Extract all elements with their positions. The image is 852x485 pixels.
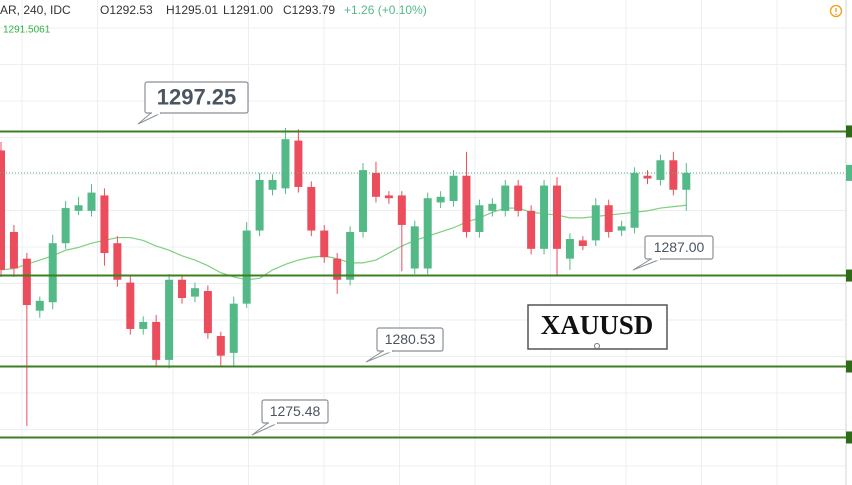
change-label: +1.26 (+0.10%)	[344, 3, 427, 17]
ma-value: 1291.5061	[3, 25, 51, 36]
level-callout	[261, 399, 329, 424]
level-callout-tail	[137, 112, 162, 125]
ohlc-high: H1295.01	[166, 3, 218, 17]
candle-body	[61, 208, 70, 244]
candle-body	[359, 170, 368, 232]
title-box: XAUUSD	[527, 304, 668, 350]
candle-body	[0, 150, 5, 270]
candle-body	[74, 205, 83, 211]
candle-body	[35, 300, 44, 311]
candle-body	[371, 172, 380, 197]
candle-body	[178, 279, 187, 299]
candle-body	[565, 238, 574, 259]
candle-body	[501, 185, 510, 211]
candle-body	[126, 282, 135, 329]
candle-body	[552, 185, 561, 249]
candle-body	[643, 175, 652, 179]
candle-body	[462, 175, 471, 232]
candle-body	[397, 195, 406, 225]
candle-body	[630, 172, 639, 228]
candle-body	[100, 195, 109, 254]
candle-body	[9, 231, 18, 269]
level-callout-join	[652, 257, 660, 261]
candle-body	[242, 230, 251, 304]
candle-body	[229, 303, 238, 353]
level-label: 1275.48	[270, 403, 321, 419]
level-label: 1280.53	[385, 331, 436, 347]
level-axis-tag	[846, 360, 852, 373]
ohlc-low: L1291.00	[223, 3, 273, 17]
candle-body	[578, 240, 587, 247]
candle-body	[384, 195, 393, 199]
candle-body	[307, 186, 316, 231]
candle-body	[320, 230, 329, 258]
legend-header: AR, 240, IDC O1292.53 H1295.01 L1291.00 …	[0, 3, 843, 36]
candle-body	[165, 279, 174, 360]
candle-body	[436, 196, 445, 203]
warning-icon-dot	[835, 13, 837, 16]
title-anchor	[594, 343, 600, 349]
level-callout-tail	[365, 350, 394, 363]
level-callout-join	[384, 349, 392, 353]
candle-body	[604, 205, 613, 232]
candle-body	[423, 198, 432, 269]
level-callout-tail	[632, 258, 662, 271]
candle-body	[48, 243, 57, 303]
candle-body	[190, 288, 199, 297]
candle-body	[475, 205, 484, 232]
last-price-tag	[846, 164, 852, 181]
candle-body	[22, 258, 31, 306]
level-label: 1297.25	[157, 84, 237, 109]
title-frame	[527, 304, 668, 350]
warning-icon[interactable]	[829, 4, 843, 18]
candle-body	[281, 139, 290, 189]
candle-body	[682, 172, 691, 190]
candle-body	[449, 175, 458, 202]
candle-body	[113, 243, 122, 280]
candle-body	[527, 210, 536, 249]
candle-body	[617, 226, 626, 231]
candle-body	[203, 291, 212, 334]
candle-body	[255, 179, 264, 231]
moving-average	[0, 204, 687, 281]
level-callout-join	[152, 111, 160, 115]
candle-body	[346, 231, 355, 280]
level-axis-tag	[846, 125, 852, 138]
candle-body	[656, 160, 665, 180]
level-callout-tail	[251, 422, 279, 436]
level-label: 1287.00	[654, 239, 705, 255]
candle-body	[410, 226, 419, 269]
candle-body	[333, 258, 342, 280]
candle-body	[216, 335, 225, 356]
ohlc-open: O1292.53	[100, 3, 153, 17]
candle-body	[540, 185, 549, 249]
level-axis-tag	[846, 269, 852, 282]
level-axis-tag	[846, 431, 852, 444]
plot-area: 1297.25 1287.00 1280.53 1275.48	[0, 81, 852, 444]
level-callout	[376, 327, 444, 352]
chart-title: XAUUSD	[541, 310, 654, 340]
candle-body	[488, 203, 497, 211]
candle-body	[152, 321, 161, 360]
ohlc-close: C1293.79	[283, 3, 335, 17]
candle-body	[268, 179, 277, 190]
candle-body	[139, 321, 148, 329]
level-callout-join	[269, 421, 277, 425]
symbol-label: AR, 240, IDC	[0, 3, 71, 17]
level-callout	[644, 235, 714, 260]
candle-body	[514, 185, 523, 211]
candle-body	[87, 192, 96, 211]
candle-body	[591, 205, 600, 241]
candle-body	[669, 160, 678, 190]
candle-body	[294, 140, 303, 187]
level-callout	[144, 81, 249, 114]
